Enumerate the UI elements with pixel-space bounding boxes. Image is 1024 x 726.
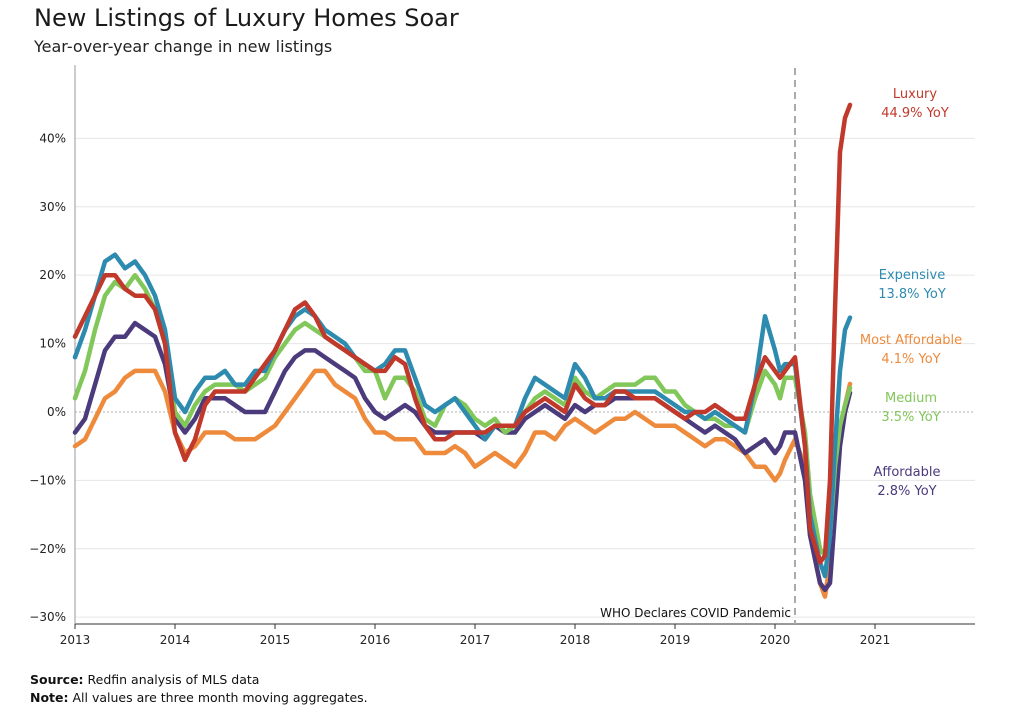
- covid-annotation: WHO Declares COVID Pandemic: [600, 68, 796, 624]
- series-line-most-affordable: [72, 368, 853, 599]
- y-tick-label: 40%: [39, 131, 66, 145]
- label-value-luxury: 44.9% YoY: [881, 106, 949, 121]
- footnote: Note: All values are three month moving …: [30, 690, 368, 705]
- x-tick-label: 2015: [260, 633, 291, 647]
- x-tick-label: 2016: [360, 633, 391, 647]
- x-tick-label: 2019: [660, 633, 691, 647]
- covid-annotation-label: WHO Declares COVID Pandemic: [600, 606, 791, 620]
- y-tick-label: −30%: [29, 610, 66, 624]
- label-value-most-affordable: 4.1% YoY: [881, 352, 940, 367]
- label-name-affordable: Affordable: [874, 465, 941, 480]
- label-name-luxury: Luxury: [893, 87, 938, 102]
- series-lines: [72, 102, 853, 599]
- source-note: Source: Redfin analysis of MLS data: [30, 672, 259, 687]
- x-tick-label: 2017: [460, 633, 491, 647]
- series-line-expensive: [72, 252, 853, 579]
- label-value-medium: 3.5% YoY: [881, 410, 940, 425]
- x-tick-label: 2013: [60, 633, 91, 647]
- chart-subtitle: Year-over-year change in new listings: [34, 37, 333, 56]
- y-tick-label: 0%: [47, 405, 66, 419]
- series-labels: Most Affordable 4.1% YoY Affordable 2.8% Yo…: [860, 87, 962, 499]
- chart-title: New Listings of Luxury Homes Soar: [34, 4, 459, 32]
- label-name-most-affordable: Most Affordable: [860, 333, 962, 348]
- gridlines: [75, 137, 975, 618]
- note-text: All values are three month moving aggreg…: [68, 690, 368, 705]
- axes: 40% 30% 20% 10% 0% −10% −20% −30% 2013 2014 2015 20…: [29, 65, 975, 647]
- x-tick-label: 2018: [560, 633, 591, 647]
- label-name-expensive: Expensive: [879, 268, 945, 283]
- y-tick-label: −20%: [29, 542, 66, 556]
- y-tick-label: −10%: [29, 473, 66, 487]
- x-tick-label: 2014: [160, 633, 191, 647]
- source-label: Source:: [30, 672, 84, 687]
- label-name-medium: Medium: [885, 391, 937, 406]
- note-label: Note:: [30, 690, 69, 705]
- y-tick-label: 10%: [39, 337, 66, 351]
- x-tick-label: 2021: [860, 633, 891, 647]
- label-value-affordable: 2.8% YoY: [877, 484, 936, 499]
- label-value-expensive: 13.8% YoY: [878, 287, 946, 302]
- series-line-luxury: [72, 102, 853, 565]
- source-text: Redfin analysis of MLS data: [83, 672, 260, 687]
- series-line-affordable: [72, 320, 853, 593]
- y-tick-label: 30%: [39, 200, 66, 214]
- x-tick-label: 2020: [760, 633, 791, 647]
- series-line-medium: [72, 272, 853, 558]
- y-tick-label: 20%: [39, 268, 66, 282]
